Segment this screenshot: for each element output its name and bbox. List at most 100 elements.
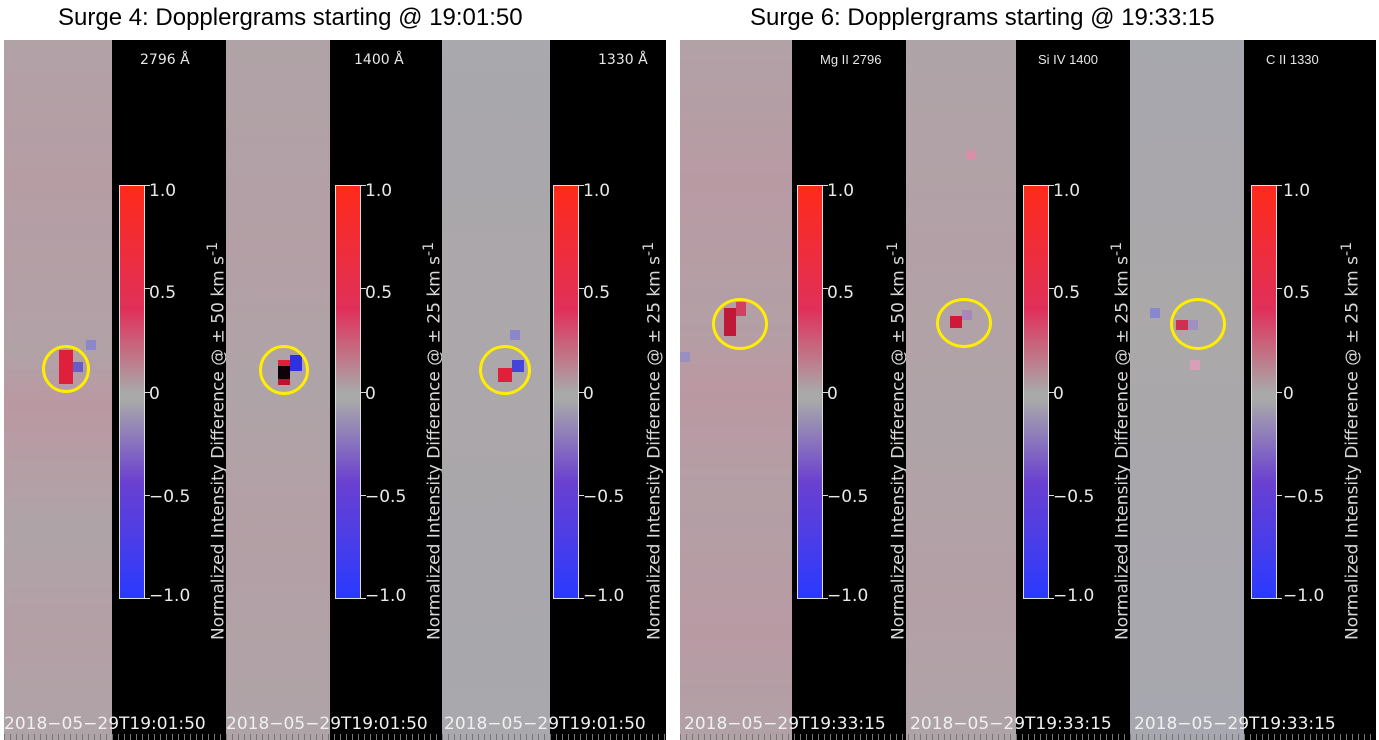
- colorbar-tick-mark: [1049, 598, 1054, 599]
- colorbar-tick-mark: [579, 288, 584, 290]
- colorbar-tick: 1.0: [365, 181, 393, 201]
- highlight-circle: [712, 298, 768, 350]
- colorbar: [1251, 185, 1277, 599]
- colorbar-tick: −1.0: [1283, 586, 1325, 606]
- colorbar-pane-cii-1330: C II 1330 1.0 0.5 0 −0.5 −1.0 Normalized…: [1244, 40, 1376, 740]
- surge4-dopplergram-set: 2796 Å 1.0 0.5 0 −0.5 −1.0 Normalized In…: [4, 40, 666, 740]
- colorbar-tick: 1.0: [827, 181, 855, 201]
- colorbar-tick-mark: [579, 598, 584, 599]
- colorbar-tick-mark: [1277, 391, 1282, 393]
- colorbar-tick: 1.0: [1283, 181, 1311, 201]
- colorbar-tick-mark: [823, 598, 828, 599]
- highlight-circle: [259, 345, 309, 395]
- colorbar-tick: −1.0: [583, 586, 625, 606]
- colorbar-tick-mark: [1049, 288, 1054, 290]
- colorbar-tick: −0.5: [1283, 487, 1325, 507]
- colorbar-tick-mark: [579, 391, 584, 393]
- colorbar-tick-mark: [1277, 288, 1282, 290]
- dopplergram-strip-mgii-2796: [680, 40, 792, 740]
- colorbar-tick: 1.0: [583, 181, 611, 201]
- colorbar-tick-mark: [1049, 391, 1054, 393]
- colorbar-tick: 0: [1053, 384, 1064, 404]
- colorbar-tick: 0: [827, 384, 838, 404]
- colorbar-tick-mark: [145, 598, 150, 599]
- dopplergram-strip-siiv-1400: [906, 40, 1016, 740]
- colorbar-pane-1330: 1330 Å 1.0 0.5 0 −0.5 −1.0 Normalized In…: [550, 40, 666, 740]
- surge4-title: Surge 4: Dopplergrams starting @ 19:01:5…: [58, 4, 523, 31]
- colorbar-tick-mark: [823, 288, 828, 290]
- colorbar-tick: −0.5: [149, 487, 191, 507]
- colorbar-tick-mark: [145, 185, 150, 186]
- dopplergram-strip-cii-1330: [1130, 40, 1244, 740]
- colorbar: [1023, 185, 1049, 599]
- line-label: Si IV 1400: [1038, 52, 1098, 67]
- colorbar-tick: −1.0: [365, 586, 407, 606]
- colorbar-tick-mark: [579, 185, 584, 186]
- colorbar: [335, 185, 361, 599]
- colorbar-tick: 0.5: [1053, 283, 1081, 303]
- colorbar-tick: 1.0: [149, 181, 177, 201]
- timestamp: 2018−05−29T19:33:15: [684, 714, 886, 734]
- colorbar-tick-mark: [823, 494, 828, 496]
- colorbar-tick-mark: [1049, 494, 1054, 496]
- colorbar-tick-mark: [361, 185, 366, 186]
- colorbar-tick-mark: [579, 494, 584, 496]
- colorbar-tick-mark: [823, 391, 828, 393]
- colorbar-tick: −0.5: [1053, 487, 1095, 507]
- colorbar-pane-2796: 2796 Å 1.0 0.5 0 −0.5 −1.0 Normalized In…: [112, 40, 229, 740]
- colorbar-tick-mark: [361, 288, 366, 290]
- colorbar-tick-mark: [1277, 185, 1282, 186]
- axis-label: Normalized Intensity Difference @ ± 25 k…: [1339, 241, 1363, 640]
- colorbar-tick-mark: [361, 598, 366, 599]
- colorbar-tick: 0.5: [365, 283, 393, 303]
- colorbar-tick-mark: [1277, 494, 1282, 496]
- colorbar: [553, 185, 579, 599]
- colorbar-tick: −0.5: [583, 487, 625, 507]
- colorbar-tick: −0.5: [365, 487, 407, 507]
- line-label: C II 1330: [1266, 52, 1319, 67]
- colorbar-pane-siiv-1400: Si IV 1400 1.0 0.5 0 −0.5 −1.0 Normalize…: [1016, 40, 1133, 740]
- bottom-ruler: [4, 734, 666, 740]
- colorbar-tick-mark: [145, 494, 150, 496]
- colorbar-tick: −0.5: [827, 487, 869, 507]
- colorbar-tick-mark: [145, 288, 150, 290]
- colorbar-tick-mark: [1277, 598, 1282, 599]
- axis-label: Normalized Intensity Difference @ ± 25 k…: [641, 241, 665, 640]
- colorbar-tick: 0: [583, 384, 594, 404]
- timestamp: 2018−05−29T19:01:50: [4, 714, 206, 734]
- colorbar-tick: −1.0: [149, 586, 191, 606]
- colorbar-tick: 0.5: [583, 283, 611, 303]
- colorbar-pane-mgii-2796: Mg II 2796 1.0 0.5 0 −0.5 −1.0 Normalize…: [792, 40, 909, 740]
- colorbar-pane-1400: 1400 Å 1.0 0.5 0 −0.5 −1.0 Normalized In…: [330, 40, 445, 740]
- colorbar-tick: 0.5: [827, 283, 855, 303]
- colorbar-tick-mark: [361, 391, 366, 393]
- colorbar-tick: 0: [1283, 384, 1294, 404]
- colorbar-tick: −1.0: [1053, 586, 1095, 606]
- colorbar: [797, 185, 823, 599]
- highlight-circle: [1170, 298, 1226, 350]
- colorbar-tick: 0: [365, 384, 376, 404]
- timestamp: 2018−05−29T19:33:15: [910, 714, 1112, 734]
- colorbar-tick-mark: [1049, 185, 1054, 186]
- colorbar: [119, 185, 145, 599]
- timestamp: 2018−05−29T19:01:50: [226, 714, 428, 734]
- line-label: Mg II 2796: [820, 52, 882, 67]
- highlight-circle: [42, 345, 90, 393]
- timestamp: 2018−05−29T19:01:50: [444, 714, 646, 734]
- colorbar-tick-mark: [145, 391, 150, 393]
- highlight-circle: [479, 345, 531, 395]
- colorbar-tick: −1.0: [827, 586, 869, 606]
- colorbar-tick: 0.5: [1283, 283, 1311, 303]
- colorbar-tick: 0.5: [149, 283, 177, 303]
- highlight-circle: [936, 298, 992, 348]
- line-label: 2796 Å: [140, 52, 190, 68]
- line-label: 1400 Å: [354, 52, 404, 68]
- bottom-ruler: [680, 734, 1376, 740]
- colorbar-tick-mark: [823, 185, 828, 186]
- timestamp: 2018−05−29T19:33:15: [1134, 714, 1336, 734]
- colorbar-tick: 1.0: [1053, 181, 1081, 201]
- line-label: 1330 Å: [598, 52, 648, 68]
- surge6-dopplergram-set: Mg II 2796 1.0 0.5 0 −0.5 −1.0 Normalize…: [680, 40, 1376, 740]
- colorbar-tick: 0: [149, 384, 160, 404]
- surge6-title: Surge 6: Dopplergrams starting @ 19:33:1…: [750, 4, 1215, 31]
